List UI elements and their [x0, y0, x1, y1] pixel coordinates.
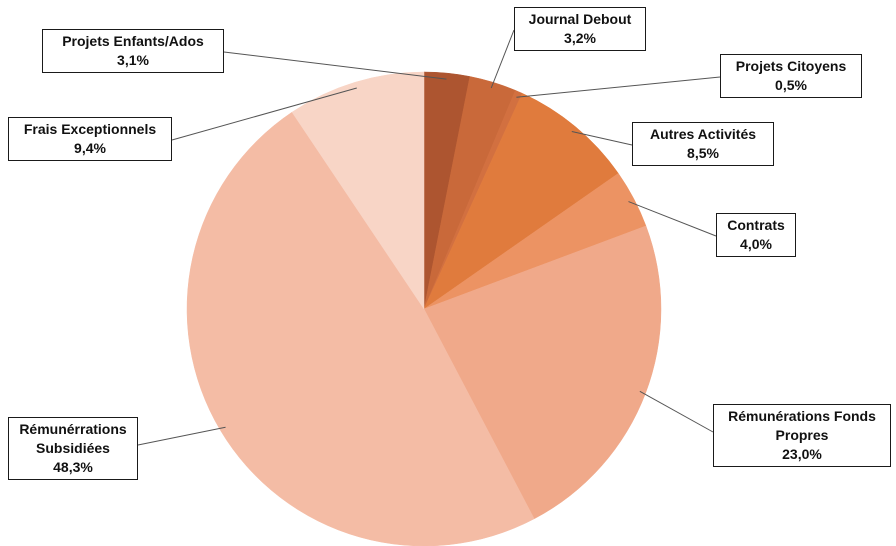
label-autres-activites: Autres Activités 8,5%: [632, 122, 774, 166]
label-remunerations-fonds-propres: Rémunérations Fonds Propres 23,0%: [713, 404, 891, 467]
leader-line: [571, 130, 633, 146]
leader-lines: [137, 29, 721, 446]
leader-line: [223, 51, 447, 80]
leader-line: [490, 29, 515, 89]
leader-line: [516, 76, 721, 98]
label-projets-enfants-ados: Projets Enfants/Ados 3,1%: [42, 29, 224, 73]
leader-line: [628, 201, 717, 237]
pie-slice-frais-exceptionnels: [291, 71, 425, 310]
pie-slice-r-mun-rations-fonds-propres: [423, 225, 662, 520]
label-projets-citoyens: Projets Citoyens 0,5%: [720, 54, 862, 98]
label-frais-exceptionnels: Frais Exceptionnels 9,4%: [8, 117, 172, 161]
pie-slice-autres-activit-s: [423, 92, 619, 310]
label-journal-debout: Journal Debout 3,2%: [514, 7, 646, 51]
label-contrats: Contrats 4,0%: [716, 213, 796, 257]
leader-line: [639, 390, 714, 433]
leader-line: [171, 87, 357, 141]
pie-slices: [186, 71, 662, 546]
leader-line: [137, 426, 226, 446]
label-remunerrations-subsidiees: Rémunérrations Subsidiées 48,3%: [8, 417, 138, 480]
